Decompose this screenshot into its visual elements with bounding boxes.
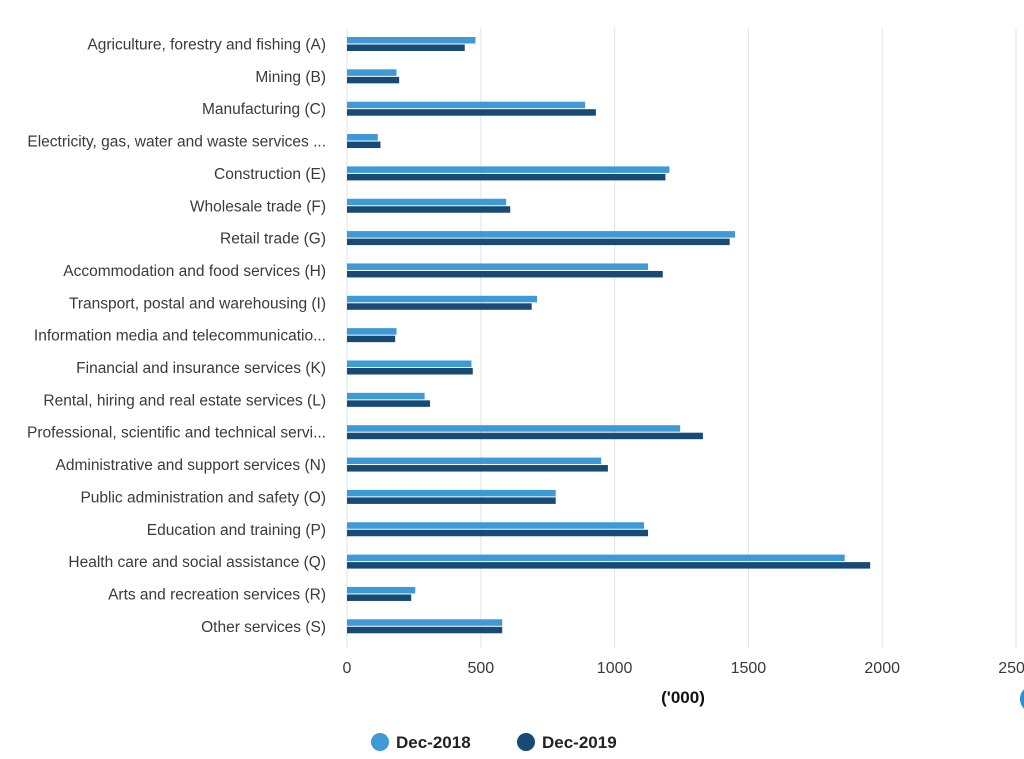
x-tick-label-2500: 2500 [998, 660, 1024, 677]
bar-dec-2019[interactable] [347, 141, 381, 149]
bar-dec-2019[interactable] [347, 400, 430, 407]
legend-item-dec-2018[interactable]: Dec-2018 [371, 733, 471, 752]
bar-dec-2019[interactable] [347, 335, 396, 343]
bar-dec-2018[interactable] [347, 554, 845, 562]
category-label: Education and training (P) [147, 522, 326, 539]
category-label: Accommodation and food services (H) [63, 263, 326, 280]
bar-dec-2019[interactable] [347, 594, 412, 601]
bar-dec-2018[interactable] [347, 392, 425, 400]
category-label: Electricity, gas, water and waste servic… [27, 134, 326, 151]
category-label: Information media and telecommunicatio..… [34, 328, 326, 345]
bar-dec-2018[interactable] [347, 425, 681, 432]
x-tick-label-500: 500 [467, 660, 494, 677]
x-tick-label-0: 0 [343, 660, 352, 677]
x-tick-label-1000: 1000 [597, 660, 633, 677]
bar-dec-2019[interactable] [347, 432, 703, 440]
bar-dec-2018[interactable] [347, 231, 736, 238]
category-label: Manufacturing (C) [202, 101, 326, 118]
category-label: Administrative and support services (N) [56, 457, 327, 474]
bar-dec-2019[interactable] [347, 238, 730, 246]
category-label: Public administration and safety (O) [80, 489, 326, 506]
bar-dec-2019[interactable] [347, 368, 473, 375]
bar-dec-2019[interactable] [347, 206, 511, 213]
category-label: Wholesale trade (F) [190, 198, 326, 215]
category-label: Retail trade (G) [220, 231, 326, 248]
bar-dec-2019[interactable] [347, 497, 556, 504]
x-tick-label-1500: 1500 [731, 660, 767, 677]
category-label: Rental, hiring and real estate services … [43, 392, 326, 409]
x-axis-ticks: 0 500 1000 1500 2000 2500 [343, 660, 1024, 677]
bar-dec-2018[interactable] [347, 586, 416, 594]
category-label: Agriculture, forestry and fishing (A) [87, 37, 326, 54]
bar-dec-2018[interactable] [347, 522, 645, 529]
legend-marker-dec-2019 [517, 733, 535, 751]
bar-dec-2018[interactable] [347, 198, 507, 206]
legend[interactable]: Dec-2018 Dec-2019 [371, 733, 617, 752]
legend-item-dec-2019[interactable]: Dec-2019 [517, 733, 617, 752]
gridlines [346, 28, 1017, 648]
bar-dec-2019[interactable] [347, 626, 503, 634]
bar-dec-2019[interactable] [347, 562, 871, 569]
category-label: Mining (B) [255, 69, 326, 86]
bar-dec-2019[interactable] [347, 303, 532, 310]
bar-dec-2018[interactable] [347, 619, 503, 626]
bar-dec-2019[interactable] [347, 270, 663, 278]
legend-marker-dec-2018 [371, 733, 389, 751]
bar-dec-2018[interactable] [347, 134, 378, 141]
bar-dec-2018[interactable] [347, 328, 397, 335]
scroll-indicator-icon[interactable] [1020, 685, 1024, 713]
category-label: Health care and social assistance (Q) [68, 554, 326, 571]
bar-dec-2019[interactable] [347, 173, 666, 181]
bar-dec-2018[interactable] [347, 37, 476, 44]
category-label: Arts and recreation services (R) [108, 586, 326, 603]
bar-dec-2018[interactable] [347, 360, 472, 368]
x-tick-label-2000: 2000 [864, 660, 900, 677]
legend-label-dec-2018: Dec-2018 [396, 733, 471, 752]
bar-dec-2018[interactable] [347, 295, 537, 303]
category-label: Professional, scientific and technical s… [27, 425, 326, 442]
x-axis-title: ('000) [661, 688, 705, 707]
bar-dec-2018[interactable] [347, 101, 586, 109]
category-label: Financial and insurance services (K) [76, 360, 326, 377]
bar-dec-2019[interactable] [347, 529, 649, 537]
bars [347, 37, 871, 634]
bar-dec-2018[interactable] [347, 69, 397, 76]
category-labels: Agriculture, forestry and fishing (A) Min… [27, 37, 326, 636]
bar-dec-2019[interactable] [347, 465, 608, 472]
bar-dec-2018[interactable] [347, 489, 556, 497]
bar-dec-2018[interactable] [347, 457, 602, 465]
category-label: Other services (S) [201, 619, 326, 636]
category-label: Transport, postal and warehousing (I) [69, 295, 326, 312]
bar-dec-2018[interactable] [347, 166, 670, 173]
legend-label-dec-2019: Dec-2019 [542, 733, 617, 752]
bar-dec-2019[interactable] [347, 109, 596, 116]
bar-dec-2018[interactable] [347, 263, 649, 270]
bar-dec-2019[interactable] [347, 76, 400, 84]
bar-dec-2019[interactable] [347, 44, 465, 52]
category-label: Construction (E) [214, 166, 326, 183]
